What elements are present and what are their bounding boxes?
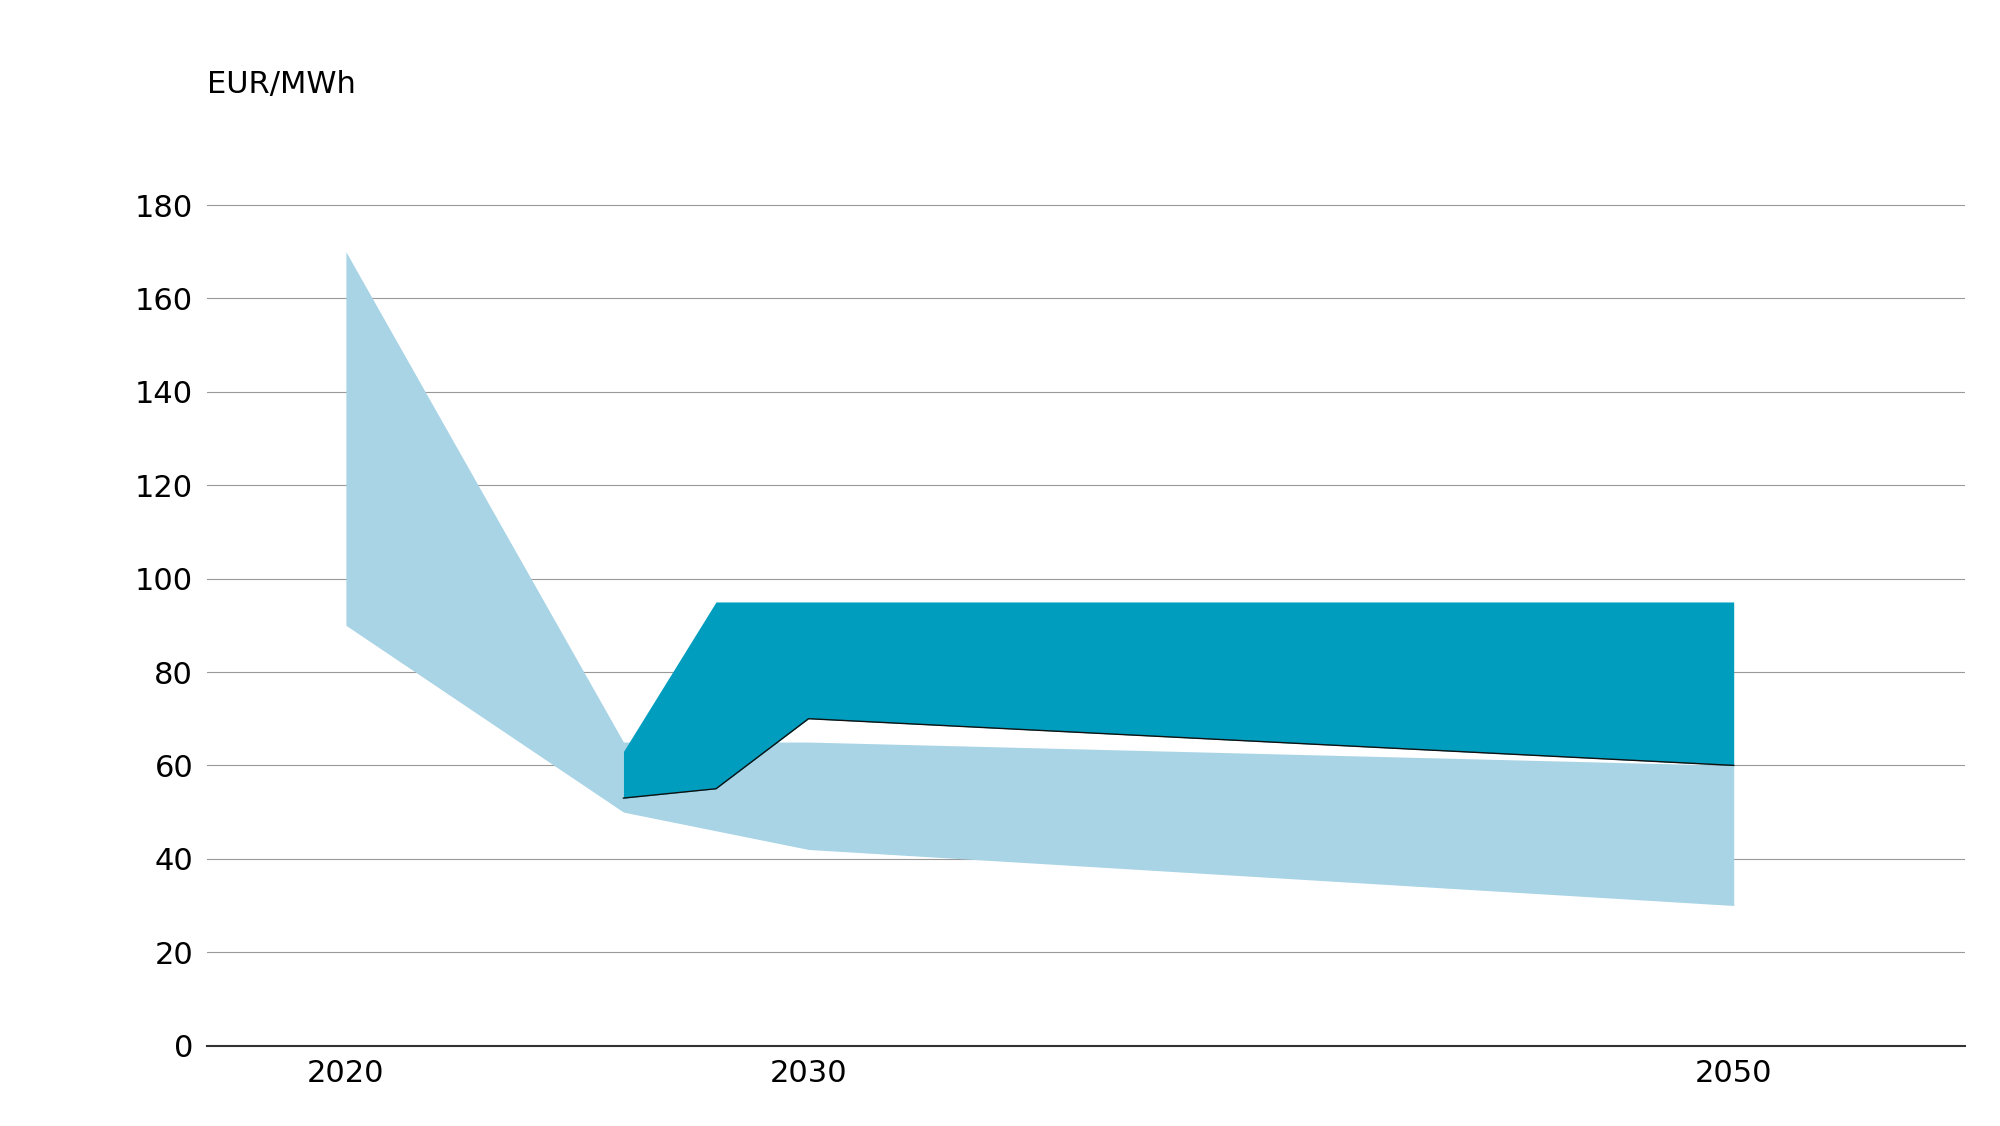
Text: EUR/MWh: EUR/MWh — [208, 70, 356, 99]
